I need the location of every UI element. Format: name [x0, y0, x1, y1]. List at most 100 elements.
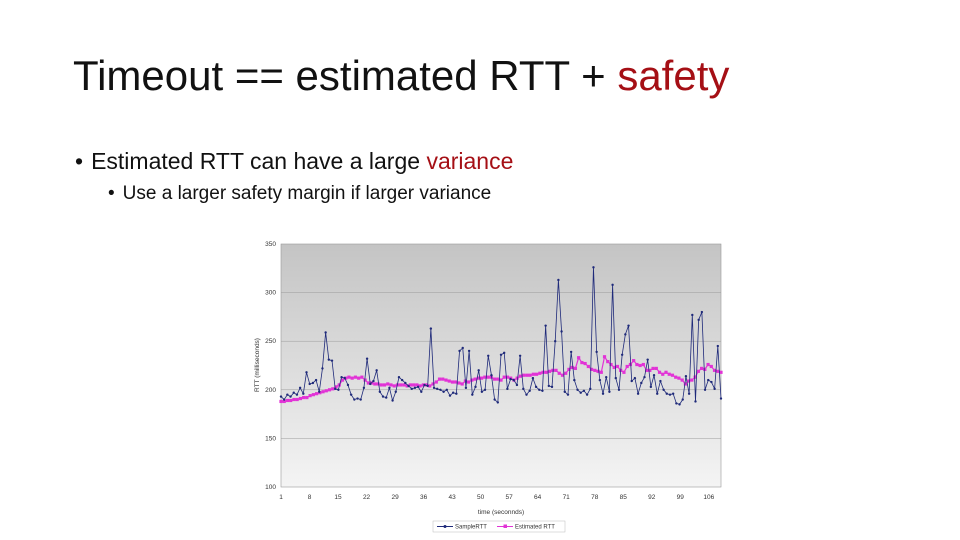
- data-point-sample-rtt: [337, 388, 340, 391]
- data-point-sample-rtt: [487, 354, 490, 357]
- data-point-sample-rtt: [592, 266, 595, 269]
- data-point-sample-rtt: [346, 383, 350, 387]
- data-point-sample-rtt: [416, 385, 420, 389]
- data-point-estimated-rtt: [525, 373, 529, 377]
- data-point-sample-rtt: [423, 383, 426, 387]
- x-tick-label: 22: [363, 494, 371, 501]
- data-point-sample-rtt: [359, 398, 362, 401]
- data-point-sample-rtt: [305, 371, 308, 374]
- x-tick-label: 106: [703, 494, 714, 501]
- data-point-sample-rtt: [525, 393, 528, 396]
- data-point-sample-rtt: [429, 327, 433, 330]
- x-tick-label: 8: [308, 494, 312, 501]
- x-tick-label: 36: [420, 494, 428, 501]
- data-point-sample-rtt: [518, 354, 522, 357]
- data-point-sample-rtt: [534, 385, 538, 389]
- data-point-estimated-rtt: [447, 379, 451, 383]
- data-point-estimated-rtt: [625, 364, 629, 369]
- data-point-estimated-rtt: [289, 398, 293, 403]
- data-point-estimated-rtt: [703, 367, 707, 371]
- data-point-estimated-rtt: [544, 370, 548, 374]
- data-point-sample-rtt: [573, 378, 576, 382]
- x-tick-label: 43: [448, 494, 456, 501]
- data-point-estimated-rtt: [670, 373, 675, 377]
- bullet-dot: •: [75, 148, 84, 174]
- data-point-sample-rtt: [512, 378, 515, 382]
- data-point-sample-rtt: [557, 278, 560, 282]
- data-point-sample-rtt: [576, 388, 579, 391]
- data-point-estimated-rtt: [606, 360, 610, 364]
- data-point-sample-rtt: [601, 392, 605, 395]
- data-point-sample-rtt: [302, 392, 305, 395]
- data-point-sample-rtt: [716, 344, 720, 348]
- data-point-sample-rtt: [678, 403, 681, 406]
- y-axis-label: RTT (milliseconds): [254, 338, 261, 392]
- data-point-estimated-rtt: [654, 366, 658, 371]
- data-point-sample-rtt: [589, 387, 592, 391]
- data-point-estimated-rtt: [331, 387, 335, 391]
- data-point-sample-rtt: [633, 376, 637, 380]
- data-point-estimated-rtt: [454, 380, 458, 384]
- data-point-estimated-rtt: [434, 380, 438, 384]
- data-point-sample-rtt: [624, 333, 627, 336]
- data-point-sample-rtt: [719, 397, 723, 400]
- data-point-sample-rtt: [321, 367, 324, 370]
- data-point-sample-rtt: [455, 392, 458, 395]
- data-point-estimated-rtt: [709, 364, 713, 369]
- data-point-sample-rtt: [694, 400, 697, 403]
- data-point-estimated-rtt: [327, 388, 332, 392]
- data-point-estimated-rtt: [428, 384, 432, 388]
- data-point-sample-rtt: [528, 389, 531, 392]
- data-point-estimated-rtt: [444, 378, 448, 382]
- data-point-estimated-rtt: [651, 366, 655, 371]
- data-point-estimated-rtt: [483, 375, 487, 379]
- data-point-estimated-rtt: [505, 375, 510, 379]
- data-point-estimated-rtt: [641, 362, 645, 367]
- data-point-estimated-rtt: [612, 365, 616, 370]
- x-tick-label: 50: [477, 494, 485, 501]
- x-axis-ticks: 1 8 15 22 29 36 43 50 57 64 71 78 85 92 99 106: [279, 494, 714, 501]
- data-point-sample-rtt: [538, 388, 541, 391]
- x-tick-label: 99: [677, 494, 685, 501]
- data-point-estimated-rtt: [599, 370, 603, 374]
- data-point-sample-rtt: [295, 393, 299, 396]
- data-point-sample-rtt: [365, 357, 369, 360]
- data-point-sample-rtt: [461, 346, 464, 350]
- data-point-sample-rtt: [394, 390, 397, 393]
- data-point-sample-rtt: [286, 393, 289, 396]
- data-point-sample-rtt: [668, 393, 672, 396]
- data-point-estimated-rtt: [302, 395, 306, 400]
- data-point-sample-rtt: [636, 392, 640, 395]
- x-tick-label: 1: [279, 494, 283, 501]
- data-point-estimated-rtt: [467, 380, 471, 384]
- data-point-sample-rtt: [550, 385, 554, 389]
- data-point-sample-rtt: [298, 386, 302, 390]
- data-point-estimated-rtt: [412, 383, 416, 387]
- data-point-sample-rtt: [496, 401, 500, 404]
- data-point-sample-rtt: [340, 375, 343, 379]
- bullet-estimated-rtt-variance: • Estimated RTT can have a large variance: [75, 148, 513, 175]
- data-point-estimated-rtt: [602, 355, 607, 359]
- data-point-estimated-rtt: [389, 383, 393, 387]
- data-point-sample-rtt: [343, 376, 346, 380]
- legend-label-estimated-rtt: Estimated RTT: [515, 525, 555, 531]
- data-point-sample-rtt: [649, 385, 653, 389]
- data-point-sample-rtt: [659, 379, 662, 383]
- legend: SampleRTT Estimated RTT: [432, 520, 566, 533]
- data-point-estimated-rtt: [366, 381, 370, 385]
- data-point-sample-rtt: [391, 399, 394, 402]
- data-point-sample-rtt: [595, 350, 598, 354]
- data-point-estimated-rtt: [502, 375, 506, 379]
- data-point-estimated-rtt: [554, 368, 558, 372]
- data-point-estimated-rtt: [479, 376, 484, 380]
- data-point-sample-rtt: [605, 375, 608, 379]
- data-point-estimated-rtt: [674, 375, 678, 379]
- data-point-sample-rtt: [627, 324, 630, 327]
- data-point-sample-rtt: [477, 369, 480, 372]
- data-point-estimated-rtt: [460, 382, 464, 386]
- data-point-estimated-rtt: [560, 373, 565, 377]
- data-point-sample-rtt: [314, 378, 318, 382]
- data-point-estimated-rtt: [382, 383, 387, 387]
- x-tick-label: 64: [534, 494, 542, 501]
- data-point-estimated-rtt: [667, 372, 671, 376]
